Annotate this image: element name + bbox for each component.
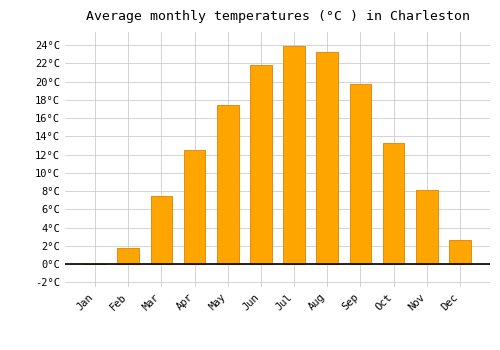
Bar bbox=[150, 196, 172, 264]
Bar bbox=[118, 248, 139, 264]
Bar bbox=[416, 190, 438, 264]
Bar bbox=[284, 46, 305, 264]
Bar bbox=[350, 84, 371, 264]
Bar bbox=[184, 150, 206, 264]
Bar bbox=[316, 51, 338, 264]
Bar bbox=[217, 105, 238, 264]
Bar bbox=[250, 65, 272, 264]
Title: Average monthly temperatures (°C ) in Charleston: Average monthly temperatures (°C ) in Ch… bbox=[86, 10, 469, 23]
Bar bbox=[383, 143, 404, 264]
Bar bbox=[449, 239, 470, 264]
